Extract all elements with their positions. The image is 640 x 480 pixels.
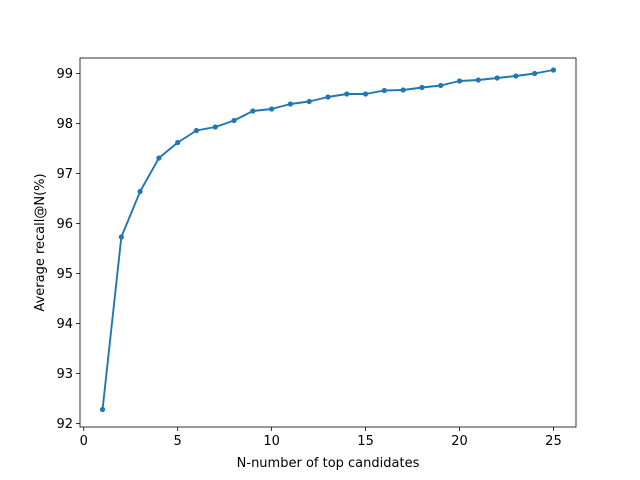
data-point — [269, 106, 275, 112]
data-point — [419, 84, 425, 91]
data-point — [550, 67, 557, 73]
data-point — [513, 73, 519, 79]
x-tick-label: 5 — [174, 434, 182, 449]
y-tick-label: 95 — [56, 267, 73, 282]
y-axis-label: Average recall@N(%) — [33, 173, 48, 311]
data-point — [381, 87, 387, 94]
y-tick-label: 94 — [56, 317, 73, 332]
data-point — [137, 188, 143, 195]
x-axis-ticks: 0 5 10 15 20 25 — [80, 427, 562, 449]
data-point — [175, 139, 181, 146]
plot-area-frame — [79, 57, 577, 428]
data-point — [438, 82, 444, 89]
x-tick-label: 25 — [545, 434, 562, 449]
y-tick-label: 93 — [56, 367, 73, 382]
data-point — [456, 78, 463, 84]
y-tick-label: 92 — [56, 417, 73, 432]
x-tick-label: 0 — [80, 434, 88, 449]
data-point — [156, 155, 162, 161]
x-tick-label: 15 — [357, 434, 374, 449]
y-tick-label: 96 — [56, 217, 73, 232]
data-point — [287, 101, 294, 107]
y-tick-label: 99 — [56, 67, 73, 82]
data-point — [400, 87, 406, 93]
x-axis-label: N-number of top candidates — [237, 456, 420, 471]
data-point — [118, 234, 124, 240]
data-point — [532, 70, 538, 77]
x-tick-label: 20 — [451, 434, 468, 449]
x-tick-label: 10 — [263, 434, 280, 449]
data-point — [193, 127, 200, 134]
data-point — [99, 406, 106, 413]
data-point — [250, 108, 256, 114]
data-point — [325, 94, 331, 100]
data-point — [475, 77, 481, 83]
plot-content — [99, 67, 557, 413]
data-point — [494, 75, 500, 81]
data-point — [344, 91, 350, 97]
data-point — [306, 98, 312, 105]
data-point — [362, 91, 369, 97]
data-point — [231, 117, 237, 124]
y-tick-label: 97 — [56, 167, 73, 182]
y-axis-ticks: 92 93 94 95 96 97 98 99 — [56, 67, 80, 432]
y-tick-label: 98 — [56, 117, 73, 132]
data-point — [212, 124, 218, 130]
